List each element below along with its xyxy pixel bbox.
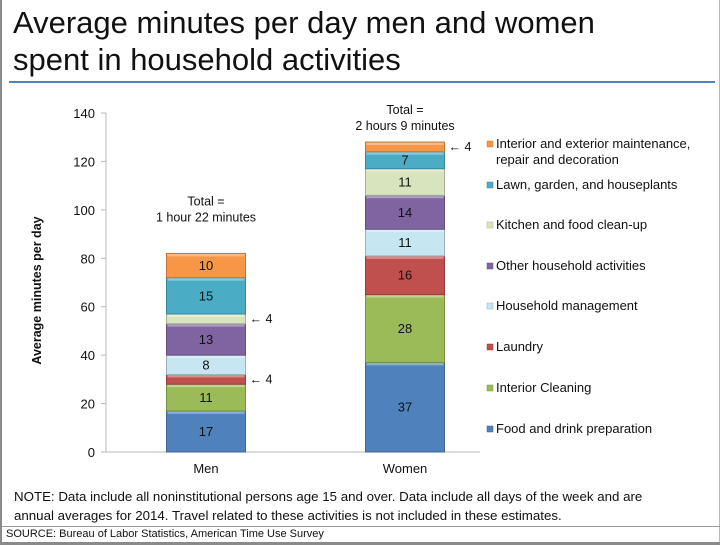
- legend-label: Interior Cleaning: [496, 380, 591, 395]
- legend-label: Lawn, garden, and houseplants: [496, 177, 678, 192]
- bar-segment-highlight: [366, 256, 444, 259]
- data-label: 10: [199, 258, 213, 273]
- bar-segment-highlight: [366, 142, 444, 146]
- note-line-2: annual averages for 2014. Travel related…: [14, 508, 562, 523]
- y-tick-label: 20: [81, 397, 95, 412]
- bar-segment-highlight: [167, 384, 245, 388]
- y-tick-label: 0: [88, 445, 95, 460]
- bar-segment-highlight: [366, 152, 444, 155]
- legend-swatch: [486, 302, 494, 310]
- y-tick-label: 120: [73, 154, 95, 169]
- bar-segment-highlight: [167, 324, 245, 327]
- bar-segment: [166, 383, 246, 412]
- legend-label: Other household activities: [496, 258, 646, 273]
- legend-swatch: [486, 181, 494, 189]
- x-tick-label: Men: [193, 461, 218, 476]
- y-axis-title: Average minutes per day: [30, 216, 44, 364]
- total-annotation-line2: 1 hour 22 minutes: [156, 210, 256, 224]
- title-underline: [9, 81, 715, 83]
- bar-segment-highlight: [167, 411, 245, 414]
- data-label: 11: [398, 175, 412, 190]
- data-label: 14: [398, 205, 412, 220]
- legend-label: Interior and exterior maintenance,: [496, 136, 690, 151]
- total-annotation-line2: 2 hours 9 minutes: [355, 119, 454, 133]
- bar-segment-highlight: [167, 355, 245, 359]
- arrow-callout: ← 4: [449, 140, 472, 154]
- chart-title: Average minutes per day men and women sp…: [13, 4, 713, 78]
- total-annotation-line1: Total =: [386, 103, 423, 117]
- legend-label: repair and decoration: [496, 152, 619, 167]
- legend-swatch: [486, 384, 494, 392]
- bar-segment-highlight: [366, 195, 444, 199]
- legend-swatch: [486, 425, 494, 433]
- bar-segment-highlight: [167, 375, 245, 378]
- bar-segment: [365, 294, 445, 363]
- bar-segment: [166, 252, 246, 279]
- data-label: 37: [398, 400, 412, 415]
- data-label: 11: [398, 235, 412, 250]
- legend-label: Laundry: [496, 339, 543, 354]
- data-label: 17: [199, 424, 213, 439]
- data-label: 13: [199, 332, 213, 347]
- bar-segment-highlight: [167, 314, 245, 317]
- bar-segment-highlight: [167, 278, 245, 281]
- y-tick-label: 100: [73, 203, 95, 218]
- bar-segment: [365, 168, 445, 196]
- legend-swatch: [486, 343, 494, 351]
- bar-segment: [365, 255, 445, 296]
- legend-swatch: [486, 140, 494, 148]
- bar-segment-highlight: [366, 362, 444, 366]
- y-tick-label: 60: [81, 300, 95, 315]
- y-tick-label: 80: [81, 251, 95, 266]
- source-text: SOURCE: Bureau of Labor Statistics, Amer…: [6, 528, 324, 540]
- note-text: NOTE: Data include all noninstitutional …: [14, 487, 714, 525]
- bar-segment-highlight: [366, 295, 444, 298]
- bar-segment-highlight: [366, 229, 444, 233]
- data-label: 28: [398, 321, 412, 336]
- bar-segment: [365, 228, 445, 257]
- arrow-callout: ← 4: [250, 312, 273, 326]
- total-annotation-line1: Total =: [187, 194, 224, 208]
- bar-segment: [166, 410, 246, 453]
- y-tick-label: 40: [81, 348, 95, 363]
- title-line-2: spent in household activities: [13, 42, 401, 77]
- frame-left-border: [0, 0, 2, 545]
- data-label: 16: [398, 268, 412, 283]
- bar-segment: [365, 194, 445, 230]
- y-tick-label: 140: [73, 106, 95, 121]
- bar-segment: [365, 141, 445, 153]
- legend-label: Household management: [496, 298, 638, 313]
- bar-segment-highlight: [167, 253, 245, 257]
- title-line-1: Average minutes per day men and women: [13, 5, 595, 40]
- bar-segment: [166, 277, 246, 315]
- frame-bottom-border: [0, 542, 720, 545]
- legend-label: Kitchen and food clean-up: [496, 217, 647, 232]
- bar-segment: [166, 323, 246, 356]
- legend-label: Food and drink preparation: [496, 421, 652, 436]
- data-label: 8: [202, 357, 209, 372]
- data-label: 15: [199, 288, 213, 303]
- legend-swatch: [486, 262, 494, 270]
- bar-segment-highlight: [366, 169, 444, 172]
- stacked-bar-chart: 0 20 40 60 80 100 120 140 Average minutes per da…: [30, 103, 690, 476]
- data-label: 11: [199, 390, 213, 405]
- note-line-1: NOTE: Data include all noninstitutional …: [14, 489, 643, 504]
- data-label: 7: [401, 153, 408, 168]
- x-tick-label: Women: [383, 461, 428, 476]
- arrow-callout: ← 4: [250, 372, 273, 386]
- source-divider: [2, 526, 720, 527]
- bar-segment: [365, 361, 445, 453]
- legend-swatch: [486, 221, 494, 229]
